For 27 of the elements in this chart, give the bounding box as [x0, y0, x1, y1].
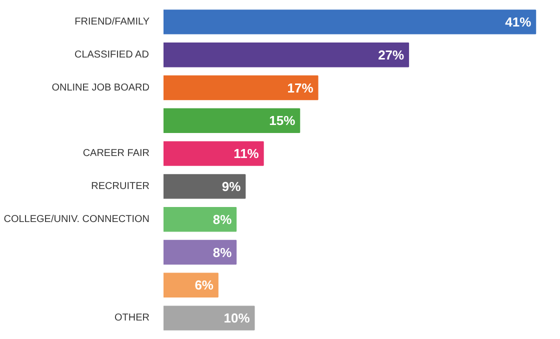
bar: [164, 272, 218, 298]
bar: [164, 42, 410, 68]
bar: [164, 108, 300, 133]
data-label: 41%: [505, 14, 532, 30]
bar: [164, 207, 237, 232]
bar: [164, 240, 237, 265]
y-tick-label: COLLEGE/UNIV. CONNECTION: [4, 214, 150, 225]
data-label: 8%: [212, 212, 232, 227]
y-tick-label: ONLINE JOB BOARD: [52, 82, 150, 94]
y-tick-label: OTHER: [114, 312, 150, 324]
y-tick-label: FRIEND/FAMILY: [74, 16, 150, 28]
data-label: 9%: [222, 178, 242, 194]
data-label: 27%: [378, 47, 405, 62]
bar: [164, 174, 246, 199]
bar: [164, 306, 255, 330]
bar: [164, 75, 318, 100]
bar: [164, 10, 536, 34]
data-label: 15%: [269, 113, 296, 128]
data-label: 11%: [234, 146, 260, 162]
y-tick-label: RECRUITER: [91, 180, 150, 192]
bar: [164, 141, 264, 166]
y-tick-label: CAREER FAIR: [82, 148, 150, 160]
data-label: 6%: [194, 278, 214, 293]
data-label: 8%: [212, 244, 232, 260]
data-label: 10%: [224, 310, 250, 326]
y-tick-label: CLASSIFIED AD: [74, 49, 149, 60]
data-label: 17%: [287, 80, 314, 96]
